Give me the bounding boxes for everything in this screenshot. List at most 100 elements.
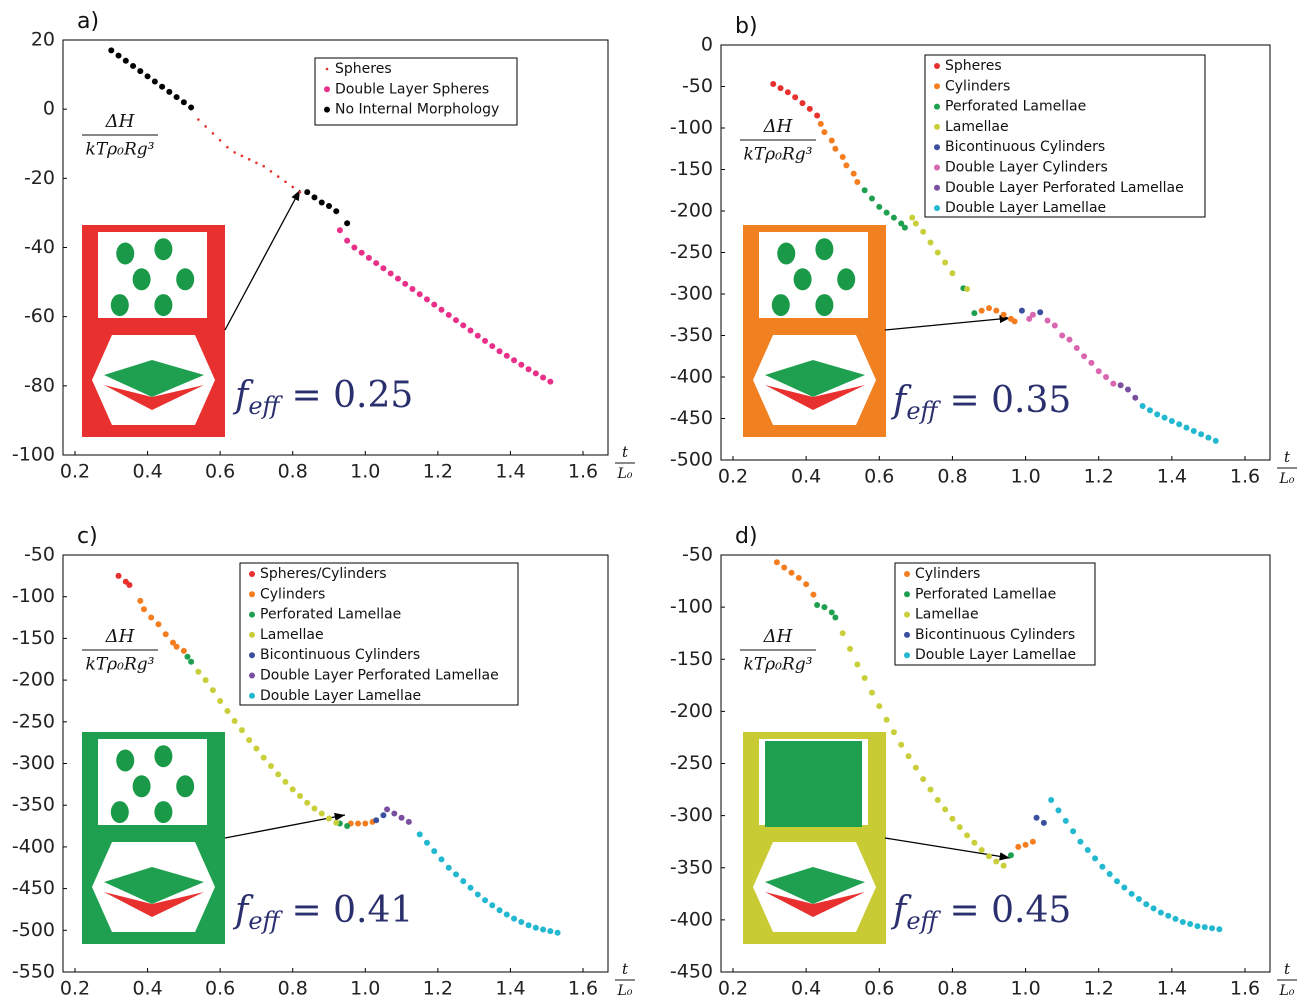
data-point [532,924,539,931]
data-point [467,327,474,334]
data-point [1033,814,1040,821]
legend-marker [934,184,940,191]
data-point [173,94,180,101]
data-point [255,161,258,165]
y-tick-label: -300 [12,752,55,774]
x-tick-label: 1.0 [350,461,380,483]
legend-marker [904,652,910,659]
data-point [777,85,784,92]
data-point [1172,915,1179,922]
data-point [180,99,187,106]
data-point [909,214,916,221]
inset-motif [132,775,151,798]
y-tick-label: -300 [670,804,713,826]
legend-label: Cylinders [260,586,325,602]
data-point [781,564,788,571]
y-tick-label: -450 [670,961,713,983]
data-point [547,378,554,385]
data-point [1187,921,1194,928]
inset-motif [104,892,204,917]
y-tick-label: -350 [670,856,713,878]
y-tick-label: 20 [31,29,55,51]
data-point [489,343,496,350]
legend-label: Double Layer Spheres [335,81,489,97]
data-point [792,94,799,101]
y-label-denominator: kTρ₀Rg³ [744,655,813,675]
inset-motif [176,775,195,798]
x-tick-label: 0.4 [791,466,821,488]
data-point [503,352,510,359]
legend-label: No Internal Morphology [335,102,499,118]
data-point [850,170,857,177]
data-point [1168,417,1175,424]
x-tick-label: 1.6 [568,978,598,1000]
data-point [155,621,162,628]
data-point [336,227,343,234]
inset-motif [815,294,834,317]
y-tick-label: 0 [43,98,55,120]
data-point [211,132,215,135]
data-point [817,120,824,127]
data-point [482,897,489,904]
panel-label: b) [735,14,758,39]
y-tick-label: -100 [670,117,713,139]
data-point [173,643,180,650]
legend-label: Cylinders [915,566,980,582]
data-point [511,915,518,922]
x-tick-label: 1.2 [1084,466,1114,488]
x-tick-label: 1.4 [495,461,525,483]
x-tick-label: 1.4 [1157,978,1187,1000]
y-tick-label: -150 [670,158,713,180]
data-point [1209,925,1216,932]
legend-marker [934,63,940,69]
legend-label: Double Layer Lamellae [945,200,1106,216]
inset-motif [765,385,865,410]
data-point [326,203,332,209]
data-point [423,839,430,846]
data-point [1106,871,1113,878]
data-point [1081,353,1088,360]
legend-label: Double Layer Perforated Lamellae [945,180,1184,196]
y-tick-label: 0 [701,34,713,56]
inset-motif [104,867,204,904]
legend-label: Perforated Lamellae [260,607,401,623]
legend-label: Double Layer Lamellae [260,688,421,704]
data-point [1018,307,1025,314]
data-point [890,214,897,221]
y-tick-label: -550 [12,961,55,983]
inset-motif [154,801,173,824]
legend-marker [249,611,255,618]
data-point [373,260,380,267]
data-point [986,853,992,860]
data-point [144,73,151,80]
data-point [901,224,908,231]
data-point [949,815,956,822]
data-point [814,112,821,119]
x-tick-label: 0.6 [205,461,235,483]
data-point [115,572,122,579]
data-point [1029,838,1036,845]
x-tick-label: 1.6 [568,461,598,483]
legend-marker [934,144,940,151]
annotation-subscript: eff [248,392,283,420]
x-tick-label: 1.2 [423,461,453,483]
x-tick-label: 0.6 [205,978,235,1000]
data-point [344,823,351,830]
y-tick-label: -150 [12,627,55,649]
legend-label: Double Layer Perforated Lamellae [260,668,499,684]
data-point [518,361,525,368]
data-point [226,145,229,149]
data-point [262,164,265,168]
data-point [1183,424,1190,431]
data-point [267,763,274,770]
x-tick-label: 1.2 [1084,978,1114,1000]
panel-label: a) [77,9,99,34]
x-tick-label: 1.6 [1230,978,1260,1000]
data-point [284,180,287,184]
legend-label: Cylinders [945,78,1010,94]
annotation-subscript: eff [906,907,941,935]
data-point [260,754,267,761]
legend-marker [324,106,330,113]
data-point [474,332,481,339]
data-point [770,81,777,88]
